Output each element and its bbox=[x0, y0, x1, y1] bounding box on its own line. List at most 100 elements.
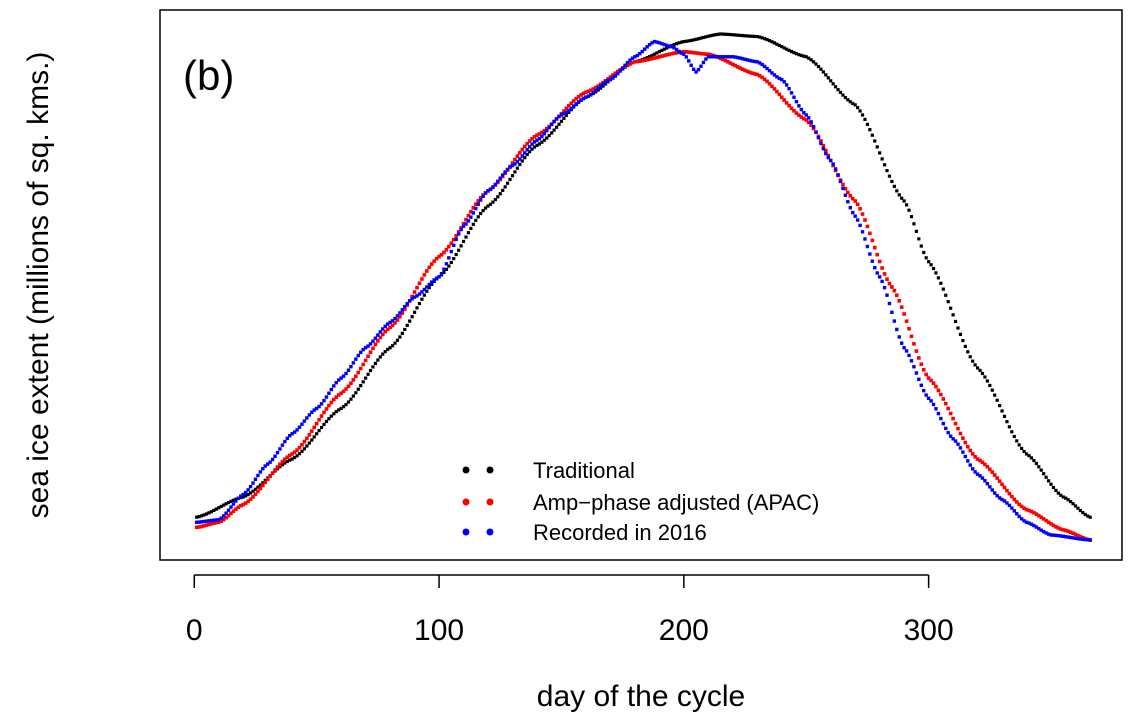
series-point bbox=[1044, 475, 1048, 479]
series-point bbox=[674, 47, 679, 52]
series-point bbox=[718, 55, 723, 59]
series-point bbox=[386, 347, 390, 352]
series-point bbox=[875, 145, 879, 149]
series-point bbox=[799, 53, 803, 58]
series-point bbox=[785, 47, 789, 51]
series-point bbox=[589, 92, 593, 97]
series-point bbox=[958, 332, 963, 336]
series-point bbox=[307, 433, 312, 437]
series-point bbox=[261, 467, 265, 471]
series-point bbox=[943, 401, 948, 406]
series-point bbox=[537, 136, 542, 141]
series-point bbox=[792, 95, 796, 99]
series-point bbox=[349, 381, 353, 386]
panel-label: (b) bbox=[183, 52, 234, 99]
series-point bbox=[564, 106, 569, 111]
series-point bbox=[973, 363, 977, 367]
series-point bbox=[478, 198, 483, 202]
series-point bbox=[745, 69, 750, 74]
series-point bbox=[317, 428, 321, 433]
series-point bbox=[231, 509, 236, 514]
series-point bbox=[953, 319, 958, 324]
series-point bbox=[860, 212, 865, 216]
series-point bbox=[457, 248, 461, 252]
series-point bbox=[1078, 508, 1082, 513]
series-point bbox=[444, 262, 449, 266]
series-point bbox=[682, 52, 686, 56]
series-point bbox=[466, 231, 471, 235]
series-point bbox=[902, 346, 906, 350]
series-point bbox=[410, 294, 414, 299]
series-point bbox=[687, 59, 691, 63]
series-point bbox=[1037, 526, 1041, 531]
series-point bbox=[797, 104, 801, 108]
series-point bbox=[527, 139, 532, 143]
series-point bbox=[456, 232, 461, 236]
series-point bbox=[623, 63, 627, 68]
series-point bbox=[931, 402, 936, 407]
series-point bbox=[1022, 519, 1026, 523]
series-point bbox=[1014, 500, 1019, 504]
series-point bbox=[562, 116, 566, 120]
series-point bbox=[283, 457, 287, 462]
series-point bbox=[877, 275, 882, 279]
series-point bbox=[209, 518, 214, 523]
series-point bbox=[373, 361, 378, 365]
series-point bbox=[917, 377, 921, 381]
series-point bbox=[403, 304, 407, 309]
series-point bbox=[535, 143, 539, 147]
series-point bbox=[390, 323, 395, 328]
series-point bbox=[824, 148, 828, 153]
series-point bbox=[523, 156, 527, 160]
series-point bbox=[344, 402, 348, 407]
series-point bbox=[209, 521, 214, 526]
series-point bbox=[302, 419, 307, 423]
series-point bbox=[701, 52, 706, 56]
series-point bbox=[834, 85, 838, 89]
series-point bbox=[997, 479, 1002, 483]
series-point bbox=[542, 138, 546, 142]
series-point bbox=[946, 430, 950, 435]
series-point bbox=[309, 429, 314, 433]
series-point bbox=[432, 278, 436, 282]
series-point bbox=[498, 192, 502, 196]
series-point bbox=[1088, 538, 1092, 542]
series-point bbox=[723, 58, 728, 63]
series-point bbox=[603, 80, 608, 84]
series-point bbox=[1034, 525, 1039, 529]
series-point bbox=[1041, 517, 1046, 521]
series-point bbox=[868, 252, 872, 256]
series-point bbox=[1071, 531, 1075, 536]
series-point bbox=[584, 90, 588, 94]
series-point bbox=[802, 54, 806, 58]
series-point bbox=[655, 55, 659, 60]
series-point bbox=[701, 60, 706, 65]
series-point bbox=[1017, 443, 1021, 447]
series-point bbox=[1059, 527, 1063, 531]
series-point bbox=[285, 436, 289, 441]
series-point bbox=[513, 157, 517, 162]
series-point bbox=[322, 398, 326, 403]
series-point bbox=[405, 301, 409, 306]
series-point bbox=[919, 383, 923, 387]
series-point bbox=[195, 520, 199, 524]
series-point bbox=[214, 518, 219, 522]
series-point bbox=[841, 182, 845, 187]
series-point bbox=[319, 402, 324, 406]
series-point bbox=[280, 443, 285, 447]
series-point bbox=[924, 256, 928, 260]
series-point bbox=[902, 199, 906, 203]
series-point bbox=[980, 371, 985, 376]
series-point bbox=[975, 472, 980, 476]
series-point bbox=[904, 319, 909, 324]
series-point bbox=[334, 410, 338, 414]
series-point bbox=[635, 59, 640, 64]
series-point bbox=[662, 53, 667, 58]
series-point bbox=[988, 485, 992, 489]
series-point bbox=[848, 205, 852, 210]
series-point bbox=[616, 71, 620, 76]
series-point bbox=[775, 89, 779, 94]
series-point bbox=[544, 126, 549, 131]
series-point bbox=[652, 52, 657, 56]
series-point bbox=[598, 84, 603, 88]
